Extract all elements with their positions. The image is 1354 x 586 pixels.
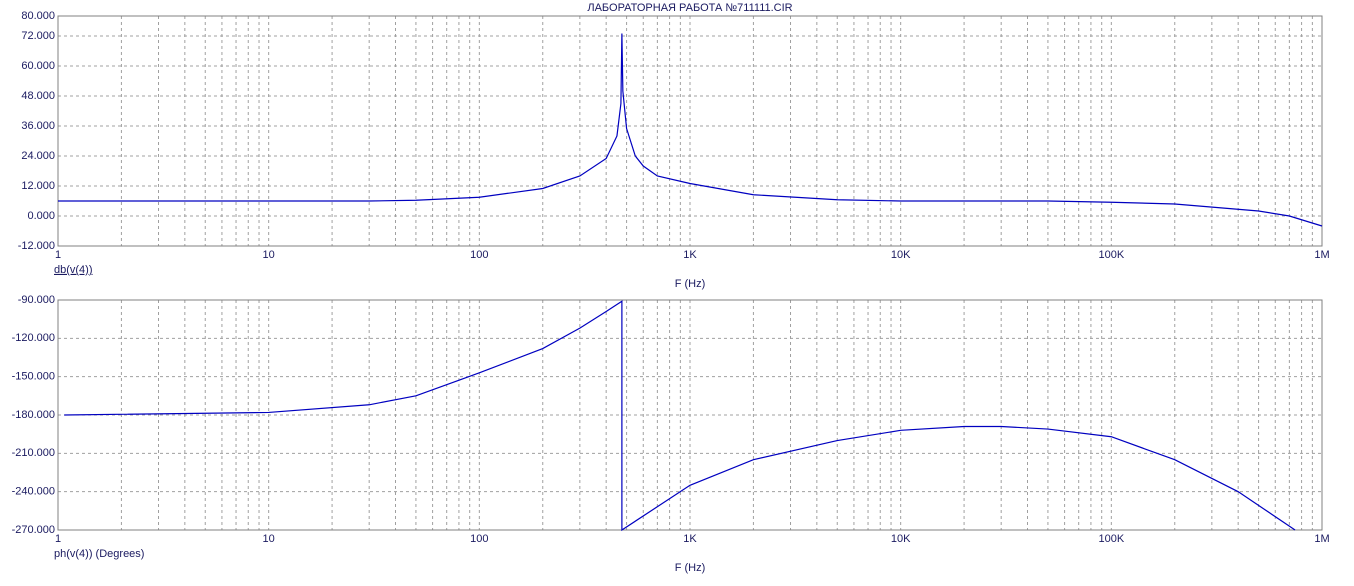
y-tick-label: 0.000 [27,210,55,222]
x-tick-label: 1 [55,249,61,261]
x-tick-label: 1M [1314,249,1329,261]
y-tick-label: 48.000 [21,90,55,102]
x-tick-label: 1 [55,533,61,545]
y-tick-label: -240.000 [12,486,55,498]
y-tick-label: 72.000 [21,30,55,42]
y-tick-label: -90.000 [18,294,55,306]
x-axis-label: F (Hz) [675,562,706,574]
x-tick-label: 10 [263,533,275,545]
x-tick-label: 1K [683,533,697,545]
y-tick-label: -120.000 [12,332,55,344]
plot-frame [57,299,1323,531]
x-tick-label: 10K [891,533,911,545]
y-tick-label: 24.000 [21,150,55,162]
x-tick-label: 1K [683,249,697,261]
y-tick-label: -180.000 [12,409,55,421]
data-line [58,33,1323,227]
y-tick-label: 36.000 [21,120,55,132]
x-tick-label: 1M [1314,533,1329,545]
y-tick-label: -210.000 [12,447,55,459]
plot-frame [57,15,1323,247]
data-line [64,300,1296,532]
y-axis-label: db(v(4)) [54,264,93,276]
x-tick-label: 10K [891,249,911,261]
y-tick-label: -12.000 [18,240,55,252]
y-tick-label: 80.000 [21,10,55,22]
x-tick-label: 100K [1098,249,1124,261]
y-tick-label: 12.000 [21,180,55,192]
x-axis-label: F (Hz) [675,278,706,290]
y-tick-label: 60.000 [21,60,55,72]
x-tick-label: 10 [263,249,275,261]
y-tick-label: -150.000 [12,371,55,383]
x-tick-label: 100 [470,533,488,545]
x-tick-label: 100 [470,249,488,261]
chart-title: ЛАБОРАТОРНАЯ РАБОТА №711111.CIR [587,2,792,14]
y-tick-label: -270.000 [12,524,55,536]
y-axis-label: ph(v(4)) (Degrees) [54,548,144,560]
x-tick-label: 100K [1098,533,1124,545]
